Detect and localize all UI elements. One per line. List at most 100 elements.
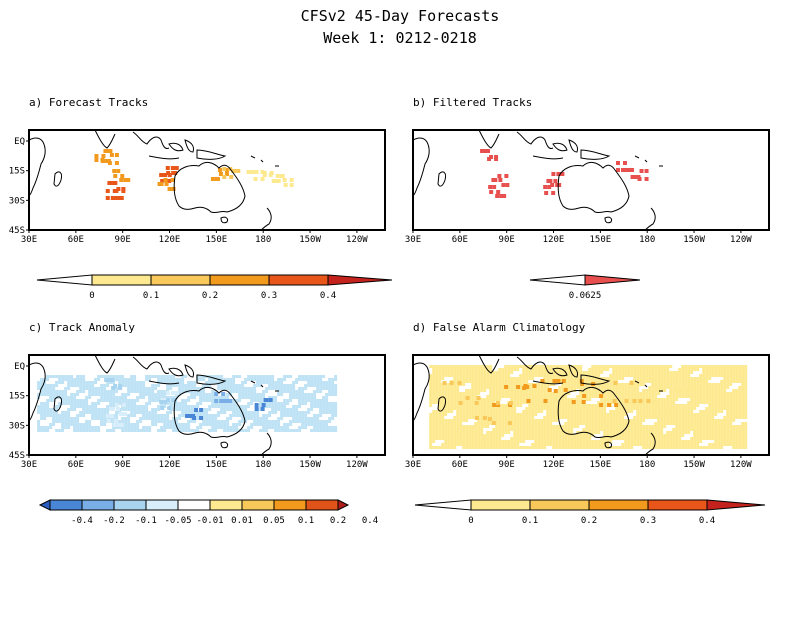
climatology-cell <box>525 413 529 416</box>
anomaly-cell-negative <box>334 405 338 408</box>
climatology-cell <box>579 365 583 368</box>
climatology-cell <box>498 431 502 434</box>
climatology-cell <box>537 383 541 386</box>
anomaly-cell-negative <box>331 417 335 420</box>
climatology-cell <box>624 389 628 392</box>
climatology-cell <box>441 446 445 449</box>
panel-title-a: a) Forecast Tracks <box>29 96 148 109</box>
data-cell <box>171 187 176 191</box>
climatology-cell <box>585 434 589 437</box>
anomaly-cell-negative <box>130 414 134 417</box>
climatology-cell <box>732 407 736 410</box>
climatology-cell <box>504 416 508 419</box>
anomaly-cell-negative <box>202 408 206 411</box>
anomaly-cell-negative <box>172 402 176 405</box>
anomaly-cell-negative <box>142 405 146 408</box>
anomaly-cell-negative <box>130 378 134 381</box>
anomaly-cell-negative <box>46 378 50 381</box>
climatology-cell <box>720 380 724 383</box>
climatology-cell <box>537 410 541 413</box>
climatology-cell <box>690 389 694 392</box>
data-cell <box>122 403 126 407</box>
anomaly-cell-negative <box>223 387 227 390</box>
data-cell <box>119 423 124 427</box>
anomaly-cell-negative <box>304 423 308 426</box>
anomaly-cell-negative <box>217 399 221 402</box>
climatology-cell <box>510 386 514 389</box>
anomaly-cell-negative <box>244 405 248 408</box>
anomaly-cell-negative <box>43 429 47 432</box>
climatology-cell <box>465 431 469 434</box>
climatology-cell <box>495 431 499 434</box>
climatology-cell <box>537 434 541 437</box>
climatology-cell <box>579 392 583 395</box>
climatology-cell <box>672 371 676 374</box>
anomaly-cell-negative <box>85 423 89 426</box>
climatology-cell <box>588 446 592 449</box>
climatology-cell <box>438 425 442 428</box>
climatology-cell <box>591 410 595 413</box>
climatology-cell <box>498 395 502 398</box>
climatology-cell <box>432 389 436 392</box>
climatology-cell <box>609 416 613 419</box>
climatology-cell <box>492 401 496 404</box>
anomaly-cell-negative <box>70 420 74 423</box>
anomaly-cell-negative <box>46 405 50 408</box>
climatology-cell <box>678 425 682 428</box>
anomaly-cell-negative <box>112 396 116 399</box>
climatology-cell <box>492 410 496 413</box>
anomaly-cell-negative <box>130 402 134 405</box>
climatology-cell <box>555 416 559 419</box>
climatology-cell <box>630 443 634 446</box>
climatology-cell <box>561 425 565 428</box>
anomaly-cell-negative <box>226 420 230 423</box>
climatology-cell <box>675 392 679 395</box>
anomaly-cell-negative <box>115 411 119 414</box>
climatology-cell <box>654 368 658 371</box>
climatology-cell <box>558 446 562 449</box>
anomaly-cell-negative <box>169 375 173 378</box>
climatology-cell <box>630 398 634 401</box>
climatology-cell <box>528 407 532 410</box>
climatology-cell <box>525 437 529 440</box>
anomaly-cell-negative <box>301 402 305 405</box>
climatology-cell <box>615 425 619 428</box>
anomaly-cell-negative <box>127 423 131 426</box>
climatology-cell <box>597 413 601 416</box>
climatology-cell <box>726 422 730 425</box>
climatology-cell <box>741 434 745 437</box>
climatology-cell <box>546 365 550 368</box>
climatology-cell <box>450 446 454 449</box>
anomaly-cell-negative <box>178 387 182 390</box>
anomaly-cell-negative <box>241 420 245 423</box>
colorbar-label: 0 <box>468 516 473 526</box>
climatology-cell <box>492 371 496 374</box>
climatology-cell <box>552 434 556 437</box>
climatology-cell <box>438 437 442 440</box>
anomaly-cell-negative <box>181 384 185 387</box>
climatology-cell <box>438 374 442 377</box>
climatology-cell <box>429 428 433 431</box>
climatology-cell <box>438 431 442 434</box>
climatology-cell <box>444 374 448 377</box>
climatology-cell <box>501 392 505 395</box>
climatology-cell <box>639 383 643 386</box>
climatology-cell <box>717 422 721 425</box>
climatology-cell <box>627 407 631 410</box>
climatology-cell <box>579 407 583 410</box>
climatology-cell <box>459 422 463 425</box>
anomaly-cell-negative <box>43 390 47 393</box>
climatology-cell <box>618 398 622 401</box>
data-cell <box>550 183 555 187</box>
climatology-cell <box>654 446 658 449</box>
climatology-cell <box>501 368 505 371</box>
anomaly-cell-negative <box>130 399 134 402</box>
climatology-cell <box>471 428 475 431</box>
climatology-cell <box>456 371 460 374</box>
anomaly-cell-negative <box>271 387 275 390</box>
climatology-cell <box>645 443 649 446</box>
anomaly-cell-negative <box>169 411 173 414</box>
anomaly-cell-negative <box>274 399 278 402</box>
anomaly-cell-negative <box>151 417 155 420</box>
anomaly-cell-negative <box>214 381 218 384</box>
